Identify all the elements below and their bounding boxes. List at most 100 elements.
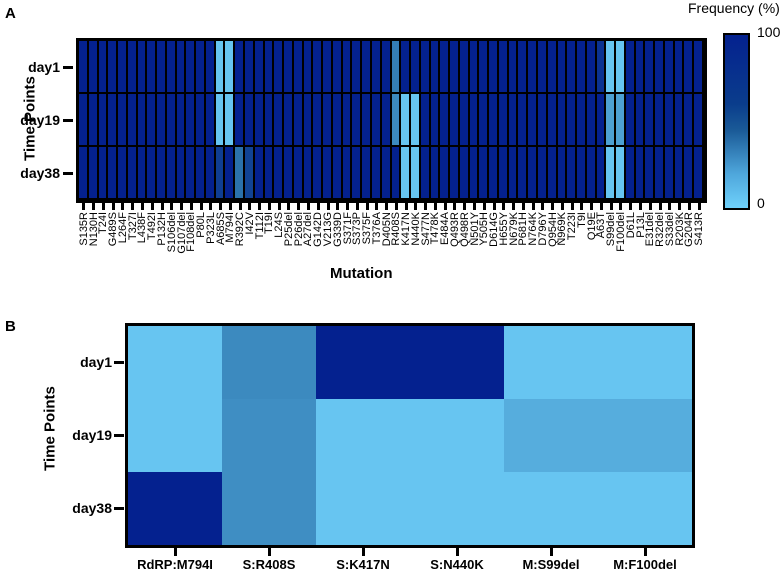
heatmap-cell: [411, 94, 421, 147]
heatmap-cell: [128, 399, 222, 472]
heatmap-cell: [323, 41, 333, 94]
heatmap-cell: [127, 94, 138, 147]
x-tick: [209, 203, 213, 210]
heatmap-cell: [489, 147, 499, 200]
heatmap-cell: [186, 147, 197, 200]
heatmap-cell: [215, 94, 226, 147]
heatmap-cell: [264, 94, 275, 147]
column-label: S:R408S: [242, 557, 296, 572]
heatmap-cell: [504, 326, 598, 399]
x-tick: [463, 203, 467, 210]
x-tick: [131, 203, 135, 210]
heatmap-cell: [606, 41, 617, 94]
x-tick: [111, 203, 115, 210]
heatmap-cell: [157, 41, 167, 94]
heatmap-cell: [88, 94, 99, 147]
heatmap-cell: [225, 41, 236, 94]
x-tick: [455, 548, 459, 556]
heatmap-cell: [128, 472, 222, 545]
heatmap-cell: [362, 41, 372, 94]
heatmap-cell: [537, 94, 548, 147]
heatmap-cell: [176, 94, 187, 147]
heatmap-cell: [508, 94, 519, 147]
x-tick: [531, 203, 535, 210]
heatmap-cell: [215, 41, 226, 94]
x-tick: [355, 203, 359, 210]
x-tick: [258, 203, 262, 210]
x-tick: [121, 203, 125, 210]
row-label: day1: [28, 58, 60, 75]
heatmap-cell: [625, 41, 636, 94]
panel-b-label: B: [5, 318, 16, 335]
heatmap-cell: [684, 147, 695, 200]
heatmap-cell: [118, 41, 128, 94]
heatmap-cell: [342, 94, 353, 147]
heatmap-cell: [303, 41, 314, 94]
heatmap-cell: [410, 399, 504, 472]
heatmap-cell: [166, 94, 177, 147]
x-tick: [199, 203, 203, 210]
x-tick: [549, 548, 553, 556]
heatmap-cell: [616, 147, 626, 200]
heatmap-cell: [371, 94, 382, 147]
heatmap-cell: [118, 94, 128, 147]
heatmap-cell: [440, 94, 451, 147]
heatmap-cell: [518, 41, 529, 94]
heatmap-cell: [508, 41, 519, 94]
heatmap-cell: [79, 41, 89, 94]
heatmap-cell: [352, 41, 363, 94]
heatmap-cell: [479, 147, 490, 200]
heatmap-cell: [410, 472, 504, 545]
heatmap-cell: [635, 147, 646, 200]
x-tick: [609, 203, 613, 210]
heatmap-cell: [430, 94, 441, 147]
heatmap-cell: [245, 147, 255, 200]
x-tick: [101, 203, 105, 210]
x-tick: [453, 203, 457, 210]
x-tick: [394, 203, 398, 210]
column-label: RdRP:M794I: [137, 557, 213, 572]
heatmap-cell: [352, 147, 363, 200]
heatmap-cell: [469, 41, 480, 94]
heatmap-cell: [598, 326, 692, 399]
x-tick: [404, 203, 408, 210]
row-label: day1: [80, 353, 112, 370]
colorbar: [723, 33, 750, 210]
x-tick: [648, 203, 652, 210]
heatmap-cell: [577, 41, 587, 94]
heatmap-cell: [108, 147, 119, 200]
heatmap-cell: [635, 94, 646, 147]
heatmap-cell: [625, 147, 636, 200]
heatmap-cell: [596, 94, 607, 147]
x-tick: [433, 203, 437, 210]
column-label: M:S99del: [522, 557, 580, 572]
x-tick: [287, 203, 291, 210]
x-tick: [238, 203, 242, 210]
heatmap-cell: [450, 94, 460, 147]
x-tick: [346, 203, 350, 210]
heatmap-cell: [557, 41, 568, 94]
heatmap-cell: [459, 41, 470, 94]
x-tick: [248, 203, 252, 210]
heatmap-cell: [88, 147, 99, 200]
heatmap-cell: [88, 41, 99, 94]
heatmap-cell: [469, 147, 480, 200]
x-tick: [629, 203, 633, 210]
heatmap-cell: [547, 41, 558, 94]
heatmap-cell: [450, 147, 460, 200]
heatmap-cell: [274, 41, 285, 94]
heatmap-cell: [371, 147, 382, 200]
heatmap-cell: [362, 147, 372, 200]
heatmap-cell: [645, 94, 656, 147]
heatmap-cell: [186, 41, 197, 94]
heatmap-cell: [332, 147, 343, 200]
heatmap-cell: [166, 41, 177, 94]
x-tick: [580, 203, 584, 210]
heatmap-cell: [205, 41, 216, 94]
panel-a-heatmap: [76, 38, 707, 203]
x-tick: [219, 203, 223, 210]
heatmap-cell: [674, 147, 685, 200]
heatmap-cell: [391, 41, 402, 94]
x-tick: [560, 203, 564, 210]
heatmap-cell: [381, 147, 392, 200]
